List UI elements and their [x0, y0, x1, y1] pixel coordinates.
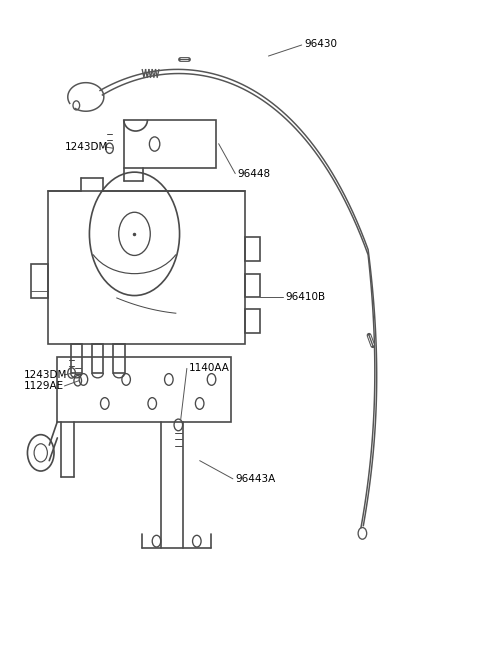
Bar: [113, 344, 125, 373]
Text: 96443A: 96443A: [235, 474, 276, 484]
Bar: [92, 344, 103, 373]
Text: 1243DM: 1243DM: [24, 370, 68, 380]
Text: 1140AA: 1140AA: [189, 364, 230, 373]
Text: 1243DM: 1243DM: [64, 142, 108, 152]
Text: 96448: 96448: [238, 168, 271, 179]
Bar: [57, 357, 230, 422]
Bar: [124, 120, 216, 168]
Bar: [245, 309, 260, 333]
Text: 1129AE: 1129AE: [24, 381, 64, 391]
Bar: [245, 274, 260, 297]
Bar: [71, 344, 82, 373]
Bar: [48, 191, 245, 344]
Text: 96430: 96430: [304, 39, 337, 48]
Text: 96410B: 96410B: [285, 292, 325, 302]
Bar: [31, 265, 48, 298]
Bar: [245, 237, 260, 261]
